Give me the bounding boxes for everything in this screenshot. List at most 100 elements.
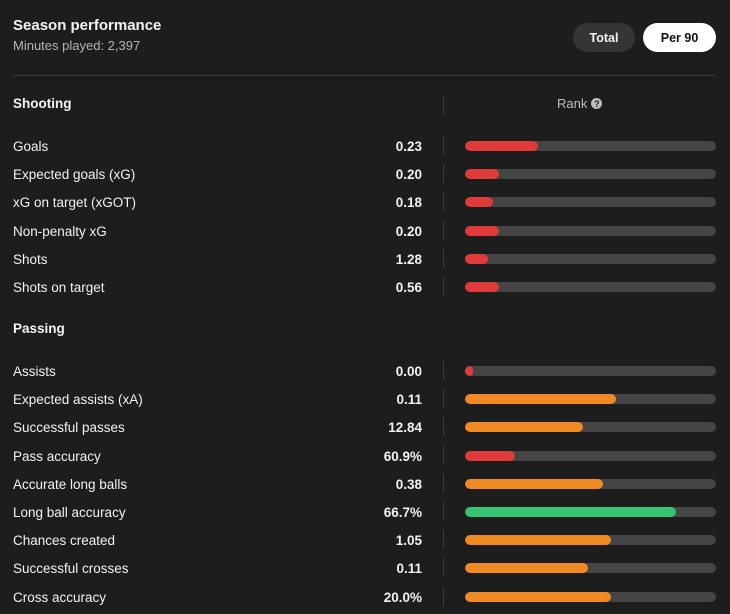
section-title-shooting: Shooting — [13, 96, 72, 111]
rank-bar-fill — [465, 507, 676, 517]
stat-value: 0.56 — [395, 280, 422, 295]
column-divider — [443, 192, 444, 212]
column-divider — [443, 136, 444, 155]
rank-bar-track — [465, 507, 716, 517]
stat-row: Expected goals (xG) 0.20 — [0, 164, 730, 185]
per90-toggle-button[interactable]: Per 90 — [643, 23, 716, 52]
stat-row: Expected assists (xA) 0.11 — [0, 389, 730, 410]
stat-value: 0.11 — [396, 561, 422, 577]
rank-bar-track — [465, 225, 716, 236]
column-divider — [443, 473, 444, 493]
column-divider — [443, 558, 444, 578]
stat-value: 1.28 — [395, 251, 422, 267]
stat-row: Goals 0.23 — [0, 136, 730, 157]
rank-bar-track — [465, 563, 716, 574]
stat-label: Successful passes — [13, 420, 125, 436]
stat-label: Goals — [13, 139, 49, 154]
rank-bar-fill — [465, 591, 611, 602]
stat-label: Cross accuracy — [13, 589, 107, 605]
stat-row: Chances created 1.05 — [0, 530, 730, 551]
help-icon[interactable]: ? — [591, 98, 603, 109]
stat-label: Shots — [13, 251, 48, 267]
stat-label: Assists — [13, 364, 56, 379]
rank-bar-fill — [465, 563, 588, 574]
rank-bar-fill — [465, 169, 499, 180]
column-divider — [443, 95, 444, 115]
stat-value: 66.7% — [383, 505, 422, 520]
rank-bar-fill — [465, 197, 493, 208]
stat-row: Shots 1.28 — [0, 248, 730, 270]
rank-column-header: Rank ? — [557, 96, 603, 111]
rank-bar-fill — [465, 422, 583, 433]
column-divider — [443, 220, 444, 240]
stat-row: Assists 0.00 — [0, 361, 730, 382]
rank-bar-track — [465, 478, 716, 489]
stat-row: Pass accuracy 60.9% — [0, 445, 730, 467]
rank-bar-fill — [465, 478, 604, 489]
rank-bar-track — [465, 141, 716, 151]
rank-bar-track — [465, 282, 716, 292]
stat-value: 1.05 — [395, 533, 422, 549]
rank-bar-track — [465, 169, 716, 180]
rank-bar-track — [465, 253, 716, 264]
stat-value: 12.84 — [388, 420, 422, 436]
rank-bar-track — [465, 366, 716, 376]
section-title-passing: Passing — [13, 321, 65, 336]
column-divider — [443, 164, 444, 184]
rank-bar-track — [465, 422, 716, 433]
stat-value: 0.18 — [395, 195, 422, 211]
stat-row: xG on target (xGOT) 0.18 — [0, 192, 730, 213]
rank-label: Rank — [557, 96, 588, 111]
column-divider — [443, 389, 444, 409]
rank-bar-fill — [465, 394, 616, 405]
rank-bar-track — [465, 394, 716, 405]
stat-value: 0.11 — [396, 392, 422, 408]
header-divider — [13, 75, 716, 76]
column-divider — [443, 502, 444, 521]
stat-row: Shots on target 0.56 — [0, 277, 730, 298]
rank-bar-fill — [465, 535, 611, 546]
stat-value: 60.9% — [383, 448, 422, 464]
rank-bar-track — [465, 535, 716, 546]
minutes-played: Minutes played: 2,397 — [13, 38, 141, 53]
stat-row: Long ball accuracy 66.7% — [0, 502, 730, 523]
column-divider — [443, 277, 444, 296]
rank-bar-fill — [465, 253, 488, 264]
rank-bar-fill — [465, 450, 516, 461]
column-divider — [443, 445, 444, 465]
stat-row: Cross accuracy 20.0% — [0, 586, 730, 608]
stat-label: Successful crosses — [13, 561, 129, 577]
stat-value: 0.00 — [395, 364, 422, 379]
rank-bar-track — [465, 197, 716, 208]
stat-label: Non-penalty xG — [13, 223, 107, 239]
column-divider — [443, 248, 444, 268]
column-divider — [443, 417, 444, 437]
rank-bar-fill — [465, 366, 473, 376]
column-divider — [443, 586, 444, 606]
stat-row: Successful passes 12.84 — [0, 417, 730, 438]
stat-row: Accurate long balls 0.38 — [0, 473, 730, 495]
stat-label: Expected goals (xG) — [13, 167, 136, 183]
rank-bar-fill — [465, 225, 499, 236]
stat-label: Shots on target — [13, 280, 105, 295]
stat-value: 20.0% — [383, 589, 422, 605]
rank-bar-fill — [465, 282, 499, 292]
stat-value: 0.20 — [395, 167, 422, 183]
card-title: Season performance — [13, 17, 162, 34]
rank-bar-fill — [465, 141, 538, 151]
total-toggle-button[interactable]: Total — [573, 23, 635, 52]
stat-label: Accurate long balls — [13, 476, 128, 492]
stat-value: 0.23 — [395, 139, 422, 154]
stat-label: Pass accuracy — [13, 448, 101, 464]
stat-value: 0.20 — [395, 223, 422, 239]
stat-label: Expected assists (xA) — [13, 392, 143, 408]
stat-value: 0.38 — [395, 476, 422, 492]
rank-bar-track — [465, 450, 716, 461]
stat-label: xG on target (xGOT) — [13, 195, 137, 211]
stat-label: Long ball accuracy — [13, 505, 126, 520]
rank-bar-track — [465, 591, 716, 602]
stat-row: Successful crosses 0.11 — [0, 558, 730, 579]
stat-label: Chances created — [13, 533, 116, 549]
stat-row: Non-penalty xG 0.20 — [0, 220, 730, 242]
column-divider — [443, 361, 444, 380]
